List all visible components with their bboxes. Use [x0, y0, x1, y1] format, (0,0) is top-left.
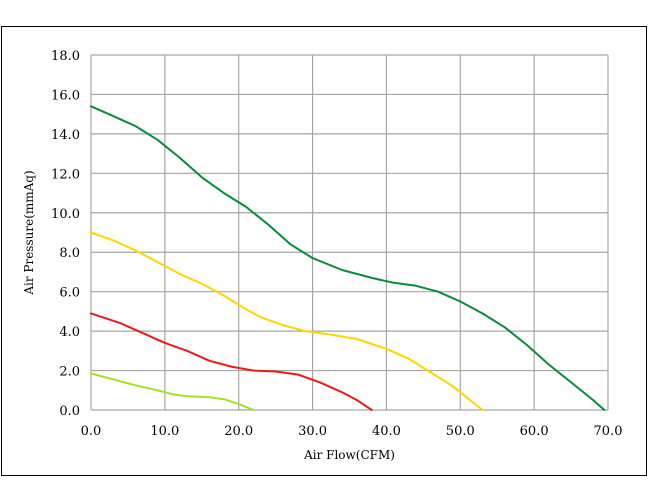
x-axis-title: Air Flow(CFM) [303, 448, 395, 462]
x-tick-label: 60.0 [520, 424, 549, 439]
y-tick-label: 2.0 [59, 365, 80, 380]
x-tick-label: 0.0 [81, 424, 102, 439]
y-tick-label: 12.0 [51, 167, 80, 182]
x-tick-label: 70.0 [594, 424, 623, 439]
grid-lines [90, 54, 609, 411]
series-line-3 [90, 312, 373, 411]
x-tick-label: 10.0 [150, 424, 179, 439]
y-axis-title: Air Pressure(mmAq) [22, 170, 36, 295]
y-tick-labels: 0.0 2.0 4.0 6.0 8.0 10.0 12.0 14.0 16.0 18.0 [51, 49, 80, 419]
plot-area [91, 55, 608, 410]
x-tick-label: 50.0 [446, 424, 475, 439]
y-tick-label: 0.0 [59, 404, 80, 419]
series-line-2 [90, 231, 484, 411]
series-line-1 [90, 105, 606, 411]
y-tick-label: 16.0 [51, 88, 80, 103]
y-tick-label: 10.0 [51, 207, 80, 222]
x-tick-label: 40.0 [372, 424, 401, 439]
y-tick-label: 18.0 [51, 49, 80, 64]
y-tick-label: 8.0 [59, 246, 80, 261]
chart-frame [1, 26, 647, 476]
y-tick-label: 4.0 [59, 325, 80, 340]
x-tick-label: 20.0 [224, 424, 253, 439]
series-line-4 [90, 372, 255, 411]
series-group [90, 105, 606, 411]
y-tick-label: 6.0 [59, 286, 80, 301]
y-tick-label: 14.0 [51, 128, 80, 143]
x-tick-label: 30.0 [298, 424, 327, 439]
x-tick-labels: 0.0 10.0 20.0 30.0 40.0 50.0 60.0 70.0 [81, 424, 623, 439]
